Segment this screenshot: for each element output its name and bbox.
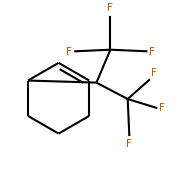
Text: F: F xyxy=(159,103,165,113)
Text: F: F xyxy=(126,138,132,149)
Text: F: F xyxy=(66,47,72,57)
Text: F: F xyxy=(151,68,157,78)
Text: F: F xyxy=(107,3,113,13)
Text: F: F xyxy=(149,47,155,57)
